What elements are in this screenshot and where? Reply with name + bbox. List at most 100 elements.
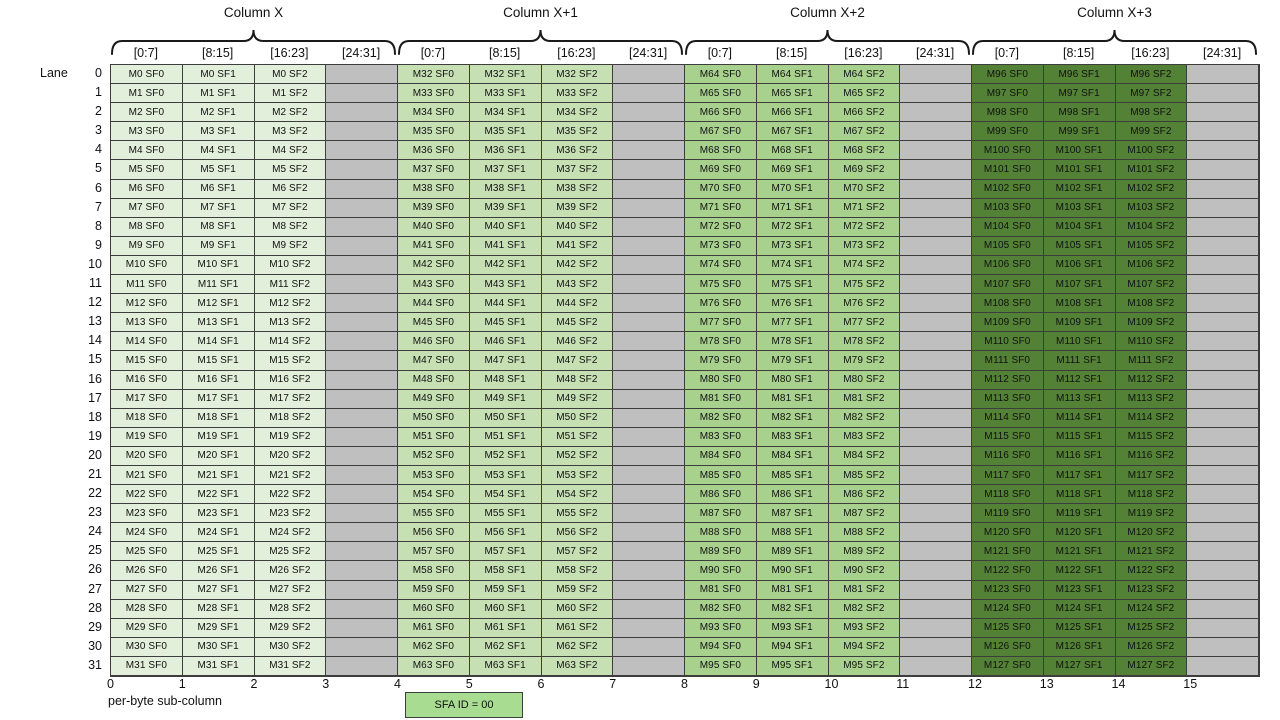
grid-cell-empty: [613, 65, 685, 85]
grid-cell: M41 SF2: [541, 236, 614, 256]
grid-cell: M44 SF1: [469, 294, 542, 314]
bottom-axis-tick: 15: [1183, 677, 1198, 691]
lane-number: 17: [88, 390, 102, 405]
lane-number: 21: [88, 466, 102, 481]
grid-cell-empty: [613, 465, 685, 486]
bottom-axis-tick: 14: [1111, 677, 1126, 691]
grid-cell: M33 SF0: [398, 84, 470, 104]
grid-cell-empty: [326, 637, 398, 657]
grid-cell-empty: [1187, 580, 1259, 600]
grid-cell: M97 SF1: [1043, 84, 1116, 104]
grid-cell: M73 SF0: [685, 236, 757, 256]
lane-number: 29: [88, 619, 102, 634]
grid-cell: M71 SF1: [756, 198, 829, 218]
grid-cell-empty: [613, 618, 685, 638]
grid-cell: M89 SF1: [756, 542, 829, 562]
grid-cell-empty: [900, 198, 972, 218]
lane-number: 27: [88, 581, 102, 596]
grid-cell: M10 SF1: [182, 255, 255, 276]
grid-cell: M71 SF2: [828, 198, 901, 218]
grid-cell: M81 SF2: [828, 389, 901, 409]
grid-cell: M35 SF1: [469, 122, 542, 142]
grid-cell: M100 SF1: [1043, 141, 1116, 161]
grid-cell-empty: [613, 523, 685, 543]
grid-cell-empty: [326, 599, 398, 619]
lane-number: 23: [88, 505, 102, 520]
grid-cell: M82 SF0: [685, 408, 757, 428]
grid-cell: M72 SF1: [756, 217, 829, 237]
grid-cell-empty: [900, 465, 972, 486]
grid-cell: M122 SF1: [1043, 561, 1116, 581]
grid-cell: M102 SF1: [1043, 179, 1116, 199]
grid-cell: M59 SF0: [398, 580, 470, 600]
grid-cell: M42 SF1: [469, 255, 542, 276]
grid-cell: M9 SF0: [111, 236, 183, 256]
grid-cell: M76 SF2: [828, 294, 901, 314]
grid-cell: M99 SF2: [1115, 122, 1188, 142]
grid-cell: M72 SF0: [685, 217, 757, 237]
grid-cell: M123 SF1: [1043, 580, 1116, 600]
grid-cell: M107 SF0: [972, 275, 1044, 295]
grid-cell-empty: [326, 217, 398, 237]
grid-cell: M80 SF2: [828, 370, 901, 390]
grid-cell: M6 SF0: [111, 179, 183, 199]
grid-cell: M38 SF0: [398, 179, 470, 199]
grid-cell: M79 SF1: [756, 351, 829, 371]
grid-cell-empty: [326, 294, 398, 314]
grid-cell: M32 SF0: [398, 65, 470, 85]
grid-cell: M19 SF2: [254, 427, 327, 447]
grid-cell: M39 SF2: [541, 198, 614, 218]
grid-cell: M106 SF2: [1115, 255, 1188, 276]
lane-axis-title: Lane: [40, 66, 68, 80]
grid-cell-empty: [900, 255, 972, 276]
grid-cell: M127 SF0: [972, 656, 1044, 676]
grid-cell: M9 SF2: [254, 236, 327, 256]
lane-number: 19: [88, 428, 102, 443]
grid-cell: M121 SF2: [1115, 542, 1188, 562]
grid-cell: M35 SF0: [398, 122, 470, 142]
bottom-axis-tick: 9: [752, 677, 760, 691]
bottom-axis-tick: 12: [968, 677, 982, 691]
grid-cell: M47 SF0: [398, 351, 470, 371]
grid-cell-empty: [613, 313, 685, 333]
grid-cell: M38 SF1: [469, 179, 542, 199]
grid-cell: M111 SF1: [1043, 351, 1116, 371]
grid-cell: M16 SF2: [254, 370, 327, 390]
grid-cell: M96 SF0: [972, 65, 1044, 85]
grid-cell: M1 SF1: [182, 84, 255, 104]
byte-grid: M0 SF0 M0 SF1 M0 SF2 M32 SF0 M32 SF1 M32 SF2 M…: [110, 64, 1260, 677]
grid-cell: M119 SF1: [1043, 504, 1116, 524]
bottom-axis-tick: 13: [1039, 677, 1054, 691]
grid-cell: M90 SF1: [756, 561, 829, 581]
grid-cell: M25 SF1: [182, 542, 255, 562]
grid-cell: M18 SF2: [254, 408, 327, 428]
grid-cell: M34 SF2: [541, 103, 614, 123]
grid-cell: M47 SF1: [469, 351, 542, 371]
grid-cell: M113 SF1: [1043, 389, 1116, 409]
grid-cell-empty: [900, 656, 972, 676]
bottom-axis-tick: 1: [178, 677, 186, 691]
grid-cell: M98 SF2: [1115, 103, 1188, 123]
grid-cell: M80 SF0: [685, 370, 757, 390]
grid-cell-empty: [613, 179, 685, 199]
curly-brace-icon: [398, 29, 683, 55]
grid-cell: M105 SF2: [1115, 236, 1188, 256]
grid-cell: M25 SF2: [254, 542, 327, 562]
grid-cell: M99 SF0: [972, 122, 1044, 142]
grid-cell: M90 SF2: [828, 561, 901, 581]
grid-cell-empty: [1187, 351, 1259, 371]
grid-cell: M50 SF1: [469, 408, 542, 428]
grid-cell: M15 SF0: [111, 351, 183, 371]
grid-cell: M106 SF1: [1043, 255, 1116, 276]
grid-cell: M55 SF1: [469, 504, 542, 524]
grid-cell: M100 SF0: [972, 141, 1044, 161]
grid-cell-empty: [900, 236, 972, 256]
grid-cell: M51 SF1: [469, 427, 542, 447]
grid-cell: M55 SF2: [541, 504, 614, 524]
grid-cell-empty: [1187, 65, 1259, 85]
grid-cell: M85 SF2: [828, 465, 901, 486]
grid-cell: M115 SF0: [972, 427, 1044, 447]
grid-cell: M107 SF2: [1115, 275, 1188, 295]
grid-cell: M49 SF1: [469, 389, 542, 409]
grid-cell: M27 SF0: [111, 580, 183, 600]
